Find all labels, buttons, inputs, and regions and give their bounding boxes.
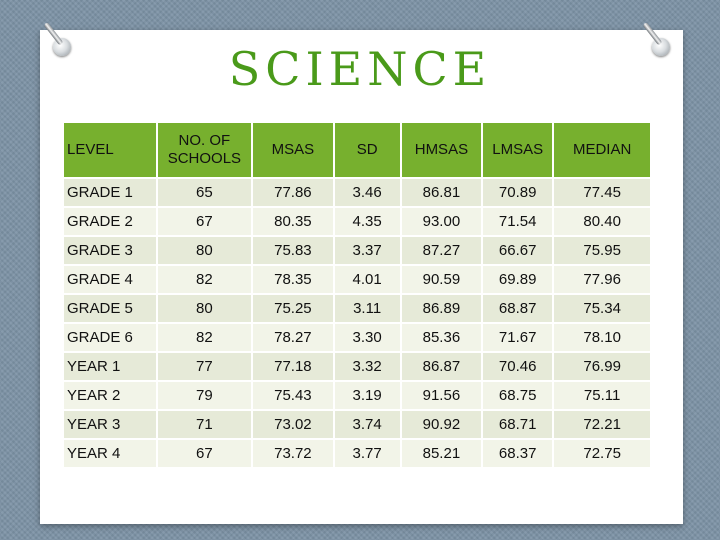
cell-level: GRADE 6 <box>62 322 158 353</box>
table-row: YEAR 3 71 73.02 3.74 90.92 68.71 72.21 <box>62 409 652 440</box>
cell-no-of-schools: 80 <box>155 293 254 324</box>
cell-lmsas: 68.37 <box>481 438 555 469</box>
cell-median: 75.95 <box>552 235 652 266</box>
cell-hmsas: 85.36 <box>399 322 484 353</box>
cell-level: YEAR 1 <box>62 351 158 382</box>
cell-no-of-schools: 67 <box>155 206 254 237</box>
cell-level: GRADE 4 <box>62 264 158 295</box>
cell-lmsas: 71.67 <box>481 322 555 353</box>
cell-hmsas: 87.27 <box>399 235 484 266</box>
cell-level: GRADE 1 <box>62 177 158 208</box>
cell-sd: 3.37 <box>332 235 402 266</box>
cell-msas: 80.35 <box>251 206 335 237</box>
cell-level: GRADE 3 <box>62 235 158 266</box>
cell-lmsas: 70.46 <box>481 351 555 382</box>
binder-ring-icon <box>53 38 71 56</box>
cell-msas: 77.86 <box>251 177 335 208</box>
cell-msas: 75.43 <box>251 380 335 411</box>
cell-lmsas: 69.89 <box>481 264 555 295</box>
cell-msas: 75.25 <box>251 293 335 324</box>
cell-level: YEAR 4 <box>62 438 158 469</box>
table-row: YEAR 4 67 73.72 3.77 85.21 68.37 72.75 <box>62 438 652 469</box>
cell-sd: 3.74 <box>332 409 402 440</box>
cell-hmsas: 93.00 <box>399 206 484 237</box>
table-row: GRADE 3 80 75.83 3.37 87.27 66.67 75.95 <box>62 235 652 266</box>
cell-hmsas: 86.89 <box>399 293 484 324</box>
cell-hmsas: 86.87 <box>399 351 484 382</box>
cell-lmsas: 71.54 <box>481 206 555 237</box>
cell-median: 77.96 <box>552 264 652 295</box>
cell-sd: 4.35 <box>332 206 402 237</box>
header-median: MEDIAN <box>552 121 652 179</box>
cell-no-of-schools: 79 <box>155 380 254 411</box>
cell-hmsas: 91.56 <box>399 380 484 411</box>
cell-lmsas: 66.67 <box>481 235 555 266</box>
cell-lmsas: 70.89 <box>481 177 555 208</box>
header-level: LEVEL <box>62 121 158 179</box>
cell-sd: 3.11 <box>332 293 402 324</box>
cell-hmsas: 90.92 <box>399 409 484 440</box>
table-row: GRADE 1 65 77.86 3.46 86.81 70.89 77.45 <box>62 177 652 208</box>
cell-level: GRADE 2 <box>62 206 158 237</box>
cell-median: 75.34 <box>552 293 652 324</box>
header-sd: SD <box>332 121 402 179</box>
cell-lmsas: 68.71 <box>481 409 555 440</box>
table-body: GRADE 1 65 77.86 3.46 86.81 70.89 77.45 GRADE 2… <box>62 177 652 469</box>
table-header: LEVEL NO. OF SCHOOLS MSAS SD HMSAS LMSAS… <box>62 121 652 179</box>
cell-lmsas: 68.75 <box>481 380 555 411</box>
cell-no-of-schools: 77 <box>155 351 254 382</box>
cell-hmsas: 90.59 <box>399 264 484 295</box>
table-row: GRADE 4 82 78.35 4.01 90.59 69.89 77.96 <box>62 264 652 295</box>
cell-msas: 77.18 <box>251 351 335 382</box>
cell-msas: 73.72 <box>251 438 335 469</box>
cell-median: 72.21 <box>552 409 652 440</box>
cell-no-of-schools: 67 <box>155 438 254 469</box>
cell-no-of-schools: 82 <box>155 264 254 295</box>
cell-msas: 75.83 <box>251 235 335 266</box>
cell-median: 75.11 <box>552 380 652 411</box>
table-row: YEAR 2 79 75.43 3.19 91.56 68.75 75.11 <box>62 380 652 411</box>
cell-median: 80.40 <box>552 206 652 237</box>
binder-ring-icon <box>652 38 670 56</box>
cell-no-of-schools: 80 <box>155 235 254 266</box>
header-row: LEVEL NO. OF SCHOOLS MSAS SD HMSAS LMSAS… <box>62 121 652 179</box>
cell-sd: 4.01 <box>332 264 402 295</box>
cell-level: YEAR 3 <box>62 409 158 440</box>
cell-sd: 3.46 <box>332 177 402 208</box>
cell-msas: 73.02 <box>251 409 335 440</box>
table-row: GRADE 2 67 80.35 4.35 93.00 71.54 80.40 <box>62 206 652 237</box>
cell-level: GRADE 5 <box>62 293 158 324</box>
cell-hmsas: 85.21 <box>399 438 484 469</box>
science-results-table: LEVEL NO. OF SCHOOLS MSAS SD HMSAS LMSAS… <box>62 121 652 469</box>
page-title: SCIENCE <box>228 42 492 96</box>
table-row: YEAR 1 77 77.18 3.32 86.87 70.46 76.99 <box>62 351 652 382</box>
cell-no-of-schools: 65 <box>155 177 254 208</box>
header-hmsas: HMSAS <box>399 121 484 179</box>
cell-sd: 3.19 <box>332 380 402 411</box>
cell-no-of-schools: 71 <box>155 409 254 440</box>
cell-lmsas: 68.87 <box>481 293 555 324</box>
cell-median: 72.75 <box>552 438 652 469</box>
cell-no-of-schools: 82 <box>155 322 254 353</box>
cell-msas: 78.27 <box>251 322 335 353</box>
header-lmsas: LMSAS <box>481 121 555 179</box>
cell-hmsas: 86.81 <box>399 177 484 208</box>
header-msas: MSAS <box>251 121 335 179</box>
cell-level: YEAR 2 <box>62 380 158 411</box>
cell-median: 77.45 <box>552 177 652 208</box>
cell-sd: 3.30 <box>332 322 402 353</box>
cell-sd: 3.32 <box>332 351 402 382</box>
cell-median: 76.99 <box>552 351 652 382</box>
cell-median: 78.10 <box>552 322 652 353</box>
header-no-of-schools: NO. OF SCHOOLS <box>155 121 254 179</box>
table-row: GRADE 6 82 78.27 3.30 85.36 71.67 78.10 <box>62 322 652 353</box>
cell-msas: 78.35 <box>251 264 335 295</box>
table-row: GRADE 5 80 75.25 3.11 86.89 68.87 75.34 <box>62 293 652 324</box>
cell-sd: 3.77 <box>332 438 402 469</box>
